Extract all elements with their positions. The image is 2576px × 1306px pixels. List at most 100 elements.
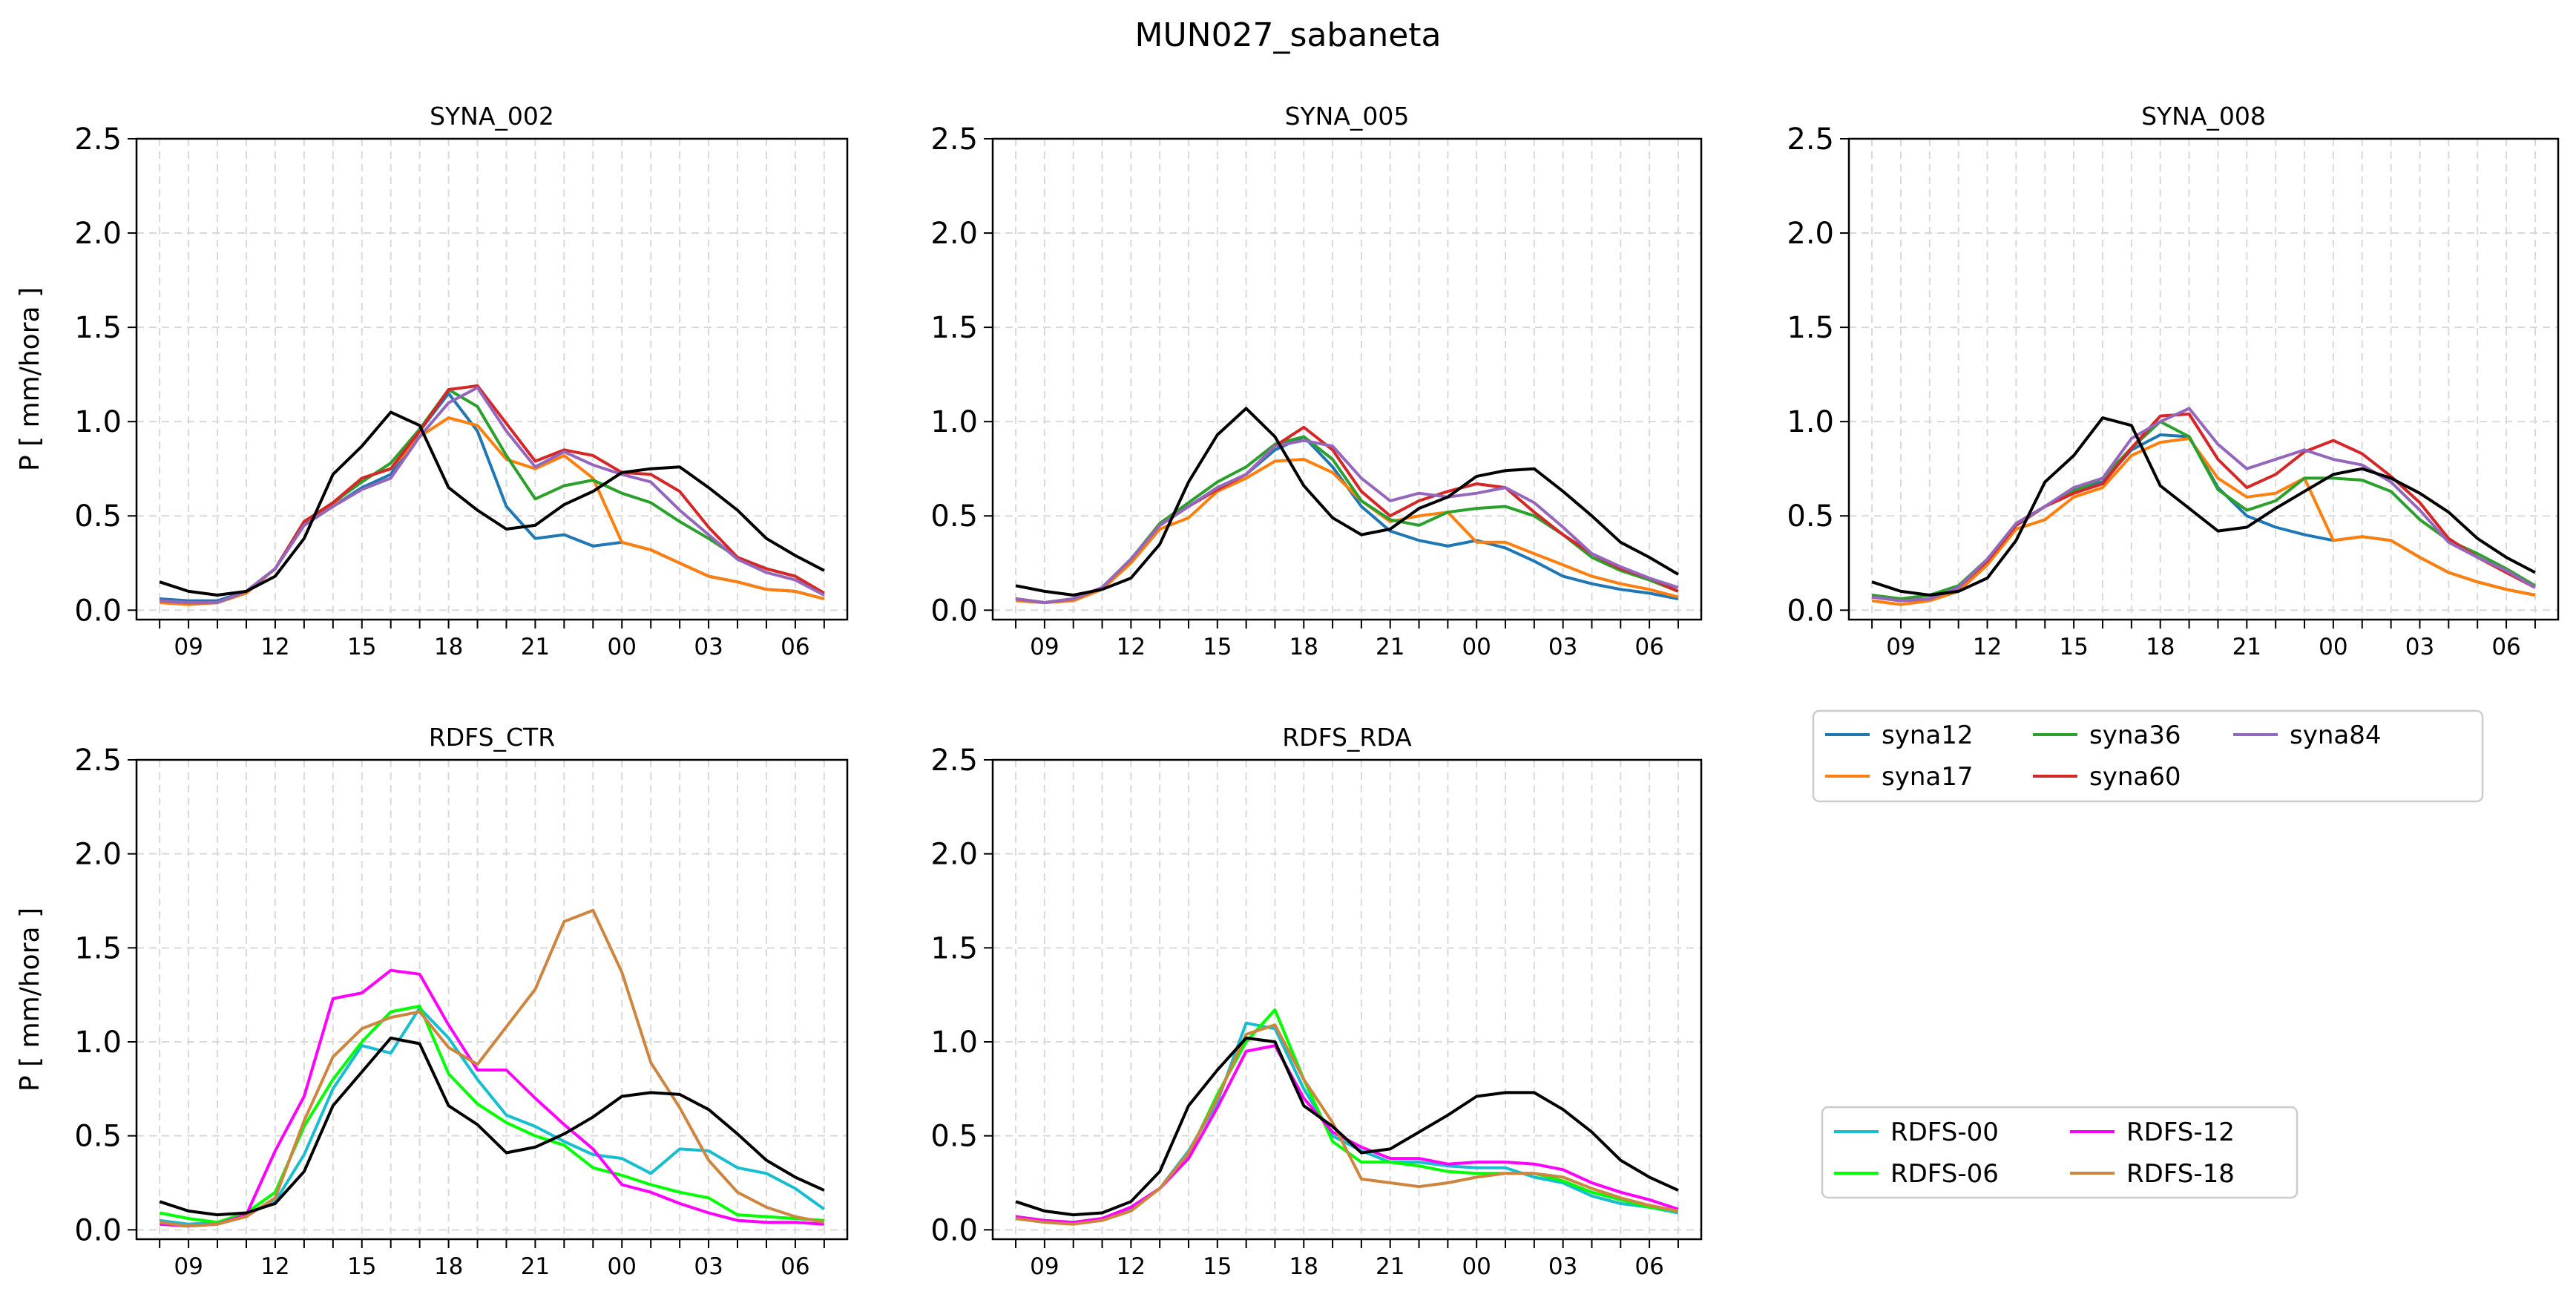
y-tick-label: 0.5: [1787, 499, 1834, 534]
legend-label: syna36: [2089, 721, 2181, 750]
y-tick-label: 2.0: [74, 217, 122, 251]
x-tick-label: 21: [2232, 634, 2261, 660]
panel-title: RDFS_RDA: [1282, 723, 1412, 752]
x-tick-label: 06: [781, 634, 809, 660]
figure-title: MUN027_sabaneta: [1134, 16, 1441, 54]
panel-title: RDFS_CTR: [429, 723, 555, 752]
x-tick-label: 15: [1203, 1253, 1232, 1280]
series-line-rdfs-12: [160, 968, 824, 1228]
y-tick-label: 2.5: [74, 744, 122, 778]
panel-2: 0.0 0.5 1.0 1.5 2.0 2.5 09 12 15 18 21 00 03 06 SYNA_0…: [930, 102, 1703, 660]
axes-frame: [991, 758, 1703, 1241]
x-tick-label: 06: [2491, 634, 2520, 660]
series-line-observed: [1871, 416, 2536, 597]
x-tick-label: 09: [174, 1253, 203, 1280]
legend-label: syna17: [1882, 762, 1973, 792]
legend-label: syna12: [1882, 721, 1973, 750]
x-tick-label: 21: [521, 634, 550, 660]
legend-frame: [1812, 709, 2484, 803]
x-tick-label: 03: [1548, 634, 1577, 660]
x-tick-label: 03: [1548, 1253, 1577, 1280]
x-tick-label: 21: [1376, 1253, 1404, 1280]
legend-label: syna84: [2290, 721, 2381, 750]
y-tick-label: 1.0: [930, 405, 978, 439]
y-tick-label: 0.0: [1787, 594, 1834, 628]
y-tick-label: 0.5: [930, 1120, 978, 1154]
y-tick-label: 2.0: [74, 838, 122, 872]
series-line-syna84: [160, 386, 825, 605]
panel-3: 0.0 0.5 1.0 1.5 2.0 2.5 09 12 15 18 21 00 03 06 SYNA_0…: [1787, 102, 2560, 660]
x-tick-label: 21: [1376, 634, 1404, 660]
x-tick-label: 12: [1117, 1253, 1146, 1280]
x-tick-label: 18: [1289, 1253, 1318, 1280]
x-tick-label: 18: [1289, 634, 1318, 660]
x-tick-label: 09: [174, 634, 203, 660]
y-axis-label: P [ mm/hora ]: [15, 908, 45, 1092]
y-tick-label: 1.5: [930, 931, 978, 965]
x-tick-label: 03: [694, 1253, 723, 1280]
x-tick-label: 03: [694, 634, 723, 660]
axes-frame: [1847, 137, 2560, 621]
x-tick-label: 12: [260, 634, 289, 660]
axes-frame: [991, 137, 1703, 621]
axes-frame: [135, 758, 849, 1241]
x-tick-label: 09: [1030, 634, 1059, 660]
series-line-observed: [1015, 407, 1679, 597]
series-line-rdfs-18: [159, 908, 825, 1228]
y-tick-label: 0.0: [930, 1213, 978, 1247]
legend-frame: [1821, 1106, 2299, 1199]
axes-frame: [135, 137, 849, 621]
panel-title: SYNA_002: [430, 102, 554, 131]
legend-label: RDFS-18: [2126, 1159, 2235, 1189]
y-tick-label: 2.0: [930, 217, 978, 251]
series-line-observed: [159, 1036, 825, 1217]
legend-label: RDFS-00: [1890, 1118, 1999, 1147]
panel-title: SYNA_008: [2141, 102, 2266, 131]
y-tick-label: 2.5: [74, 122, 122, 157]
x-tick-label: 00: [1462, 1253, 1491, 1280]
x-tick-label: 00: [608, 634, 637, 660]
x-tick-label: 12: [1117, 634, 1146, 660]
x-tick-label: 00: [2319, 634, 2347, 660]
y-tick-label: 1.0: [74, 405, 122, 439]
y-tick-label: 1.0: [930, 1026, 978, 1060]
y-tick-label: 0.0: [74, 594, 122, 628]
x-tick-label: 03: [2405, 634, 2434, 660]
x-tick-label: 06: [1634, 1253, 1663, 1280]
x-tick-label: 06: [1634, 634, 1663, 660]
panel-title: SYNA_005: [1285, 102, 1410, 131]
x-tick-label: 18: [434, 634, 463, 660]
series-line-syna84: [1871, 407, 2536, 603]
y-tick-label: 1.5: [74, 311, 122, 345]
panel-5: 0.0 0.5 1.0 1.5 2.0 2.5 09 12 15 18 21 00 03 06 RDFS_R…: [930, 723, 1703, 1280]
x-tick-label: 15: [1203, 634, 1232, 660]
x-tick-label: 09: [1030, 1253, 1059, 1280]
x-tick-label: 15: [347, 1253, 376, 1280]
y-tick-label: 2.0: [930, 838, 978, 872]
y-axis-label: P [ mm/hora ]: [15, 287, 45, 471]
panel-1: 0.0 0.5 1.0 1.5 2.0 2.5 09 12 15 18 21 00 03 06 SYNA_0…: [15, 102, 849, 660]
legend-rdfs: RDFS-00 RDFS-06 RDFS-12 RDFS-18: [1821, 1106, 2299, 1199]
x-tick-label: 12: [260, 1253, 289, 1280]
series-line-rdfs-18: [1015, 1023, 1679, 1226]
legend-label: syna60: [2089, 762, 2181, 792]
panels: 0.0 0.5 1.0 1.5 2.0 2.5 09 12 15 18 21 00 03 06 SYNA_0…: [15, 102, 2560, 1280]
y-tick-label: 1.5: [1787, 311, 1834, 345]
y-tick-label: 0.0: [930, 594, 978, 628]
x-tick-label: 21: [521, 1253, 550, 1280]
x-tick-label: 00: [608, 1253, 637, 1280]
y-tick-label: 2.0: [1787, 217, 1834, 251]
series-line-syna17: [1871, 437, 2536, 606]
legend-syna: syna12 syna17 syna36 syna60 syna84: [1812, 709, 2484, 803]
y-tick-label: 0.5: [74, 1120, 122, 1154]
y-tick-label: 2.5: [930, 122, 978, 157]
y-tick-label: 2.5: [930, 744, 978, 778]
x-tick-label: 15: [2059, 634, 2088, 660]
x-tick-label: 18: [434, 1253, 463, 1280]
x-tick-label: 09: [1886, 634, 1915, 660]
y-tick-label: 1.0: [74, 1026, 122, 1060]
y-tick-label: 1.5: [930, 311, 978, 345]
y-tick-label: 1.0: [1787, 405, 1834, 439]
